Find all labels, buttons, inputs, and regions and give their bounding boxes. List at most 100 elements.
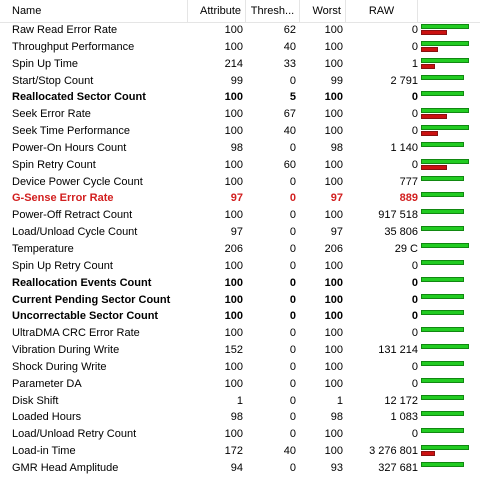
attribute-value: 100 (224, 125, 243, 138)
attribute-name: Temperature (12, 242, 74, 255)
raw-value: 917 518 (378, 209, 418, 222)
attribute-name: Raw Read Error Rate (12, 24, 118, 36)
threshold-value: 5 (289, 91, 296, 104)
table-row[interactable]: Power-On Hours Count 98 0 98 1 140 (0, 140, 480, 157)
table-row[interactable]: Load-in Time 172 40 100 3 276 801 (0, 443, 480, 460)
column-header-threshold[interactable]: Thresh... (246, 0, 300, 22)
table-row[interactable]: Seek Error Rate 100 67 100 0 (0, 106, 480, 123)
attribute-value: 97 (230, 192, 243, 205)
worst-value: 93 (330, 461, 343, 474)
column-header-status-bar[interactable] (418, 0, 480, 22)
attribute-name: Seek Time Performance (12, 125, 130, 138)
raw-value: 1 140 (390, 141, 418, 154)
health-bars (421, 460, 480, 477)
health-bar-threshold (421, 164, 447, 170)
table-row[interactable]: Load/Unload Retry Count 100 0 100 0 (0, 426, 480, 443)
attribute-name: Load/Unload Cycle Count (12, 226, 138, 239)
health-bar-threshold (421, 114, 447, 120)
health-bar-good (421, 310, 464, 316)
column-header-attribute[interactable]: Attribute (188, 0, 246, 22)
raw-value: 2 791 (390, 74, 418, 87)
attribute-name: Uncorrectable Sector Count (12, 310, 159, 323)
health-bars (421, 325, 480, 342)
threshold-value: 0 (289, 327, 296, 340)
column-header-raw[interactable]: RAW (346, 0, 418, 22)
table-row[interactable]: Spin Up Retry Count 100 0 100 0 (0, 258, 480, 275)
table-row[interactable]: Throughput Performance 100 40 100 0 (0, 39, 480, 56)
threshold-value: 0 (289, 377, 296, 390)
health-bar-good (421, 394, 464, 400)
table-row[interactable]: Load/Unload Cycle Count 97 0 97 35 806 (0, 224, 480, 241)
attribute-value: 100 (224, 158, 243, 171)
attribute-name: Reallocated Sector Count (12, 91, 146, 104)
raw-value: 3 276 801 (369, 445, 418, 458)
table-row[interactable]: Temperature 206 0 206 29 C (0, 241, 480, 258)
health-bars (421, 241, 480, 258)
threshold-value: 0 (289, 242, 296, 255)
table-body: Raw Read Error Rate 100 62 100 0 Throughput P… (0, 22, 480, 477)
threshold-value: 0 (289, 428, 296, 441)
table-row[interactable]: GMR Head Amplitude 94 0 93 327 681 (0, 460, 480, 477)
worst-value: 100 (324, 377, 343, 390)
attribute-value: 100 (224, 276, 243, 289)
table-row[interactable]: Power-Off Retract Count 100 0 100 917 518 (0, 207, 480, 224)
threshold-value: 0 (289, 74, 296, 87)
threshold-value: 0 (289, 293, 296, 306)
attribute-name: Spin Retry Count (12, 158, 96, 171)
attribute-value: 100 (224, 293, 243, 306)
table-row[interactable]: G-Sense Error Rate 97 0 97 889 (0, 190, 480, 207)
health-bar-good (421, 360, 464, 366)
table-row[interactable]: Loaded Hours 98 0 98 1 083 (0, 409, 480, 426)
worst-value: 100 (324, 293, 343, 306)
table-row[interactable]: UltraDMA CRC Error Rate 100 0 100 0 (0, 325, 480, 342)
worst-value: 97 (330, 192, 343, 205)
worst-value: 100 (324, 209, 343, 222)
worst-value: 99 (330, 74, 343, 87)
table-row[interactable]: Reallocated Sector Count 100 5 100 0 (0, 89, 480, 106)
worst-value: 100 (324, 445, 343, 458)
worst-value: 100 (324, 428, 343, 441)
column-header-name[interactable]: Name (0, 0, 188, 22)
worst-value: 100 (324, 125, 343, 138)
table-row[interactable]: Seek Time Performance 100 40 100 0 (0, 123, 480, 140)
attribute-value: 100 (224, 91, 243, 104)
table-row[interactable]: Raw Read Error Rate 100 62 100 0 (0, 22, 480, 39)
health-bar-good (421, 158, 469, 164)
attribute-name: Seek Error Rate (12, 108, 91, 121)
table-row[interactable]: Disk Shift 1 0 1 12 172 (0, 393, 480, 410)
health-bar-good (421, 377, 464, 383)
column-header-worst[interactable]: Worst (300, 0, 346, 22)
table-row[interactable]: Spin Retry Count 100 60 100 0 (0, 157, 480, 174)
raw-value: 0 (411, 293, 418, 306)
table-row[interactable]: Current Pending Sector Count 100 0 100 0 (0, 292, 480, 309)
worst-value: 100 (324, 158, 343, 171)
threshold-value: 60 (283, 158, 296, 171)
worst-value: 100 (324, 40, 343, 53)
attribute-value: 206 (224, 242, 243, 255)
health-bar-good (421, 293, 464, 299)
attribute-value: 172 (224, 445, 243, 458)
health-bars (421, 308, 480, 325)
table-row[interactable]: Spin Up Time 214 33 100 1 (0, 56, 480, 73)
table-row[interactable]: Parameter DA 100 0 100 0 (0, 376, 480, 393)
attribute-value: 99 (230, 74, 243, 87)
health-bars (421, 73, 480, 90)
table-row[interactable]: Start/Stop Count 99 0 99 2 791 (0, 73, 480, 90)
threshold-value: 40 (283, 40, 296, 53)
table-row[interactable]: Uncorrectable Sector Count 100 0 100 0 (0, 308, 480, 325)
health-bar-good (421, 242, 469, 248)
attribute-value: 214 (224, 57, 243, 70)
health-bar-good (421, 411, 464, 417)
table-row[interactable]: Reallocation Events Count 100 0 100 0 (0, 275, 480, 292)
attribute-name: G-Sense Error Rate (12, 192, 114, 205)
table-row[interactable]: Vibration During Write 152 0 100 131 214 (0, 342, 480, 359)
health-bar-good (421, 344, 469, 350)
raw-value: 0 (411, 377, 418, 390)
threshold-value: 0 (289, 141, 296, 154)
threshold-value: 0 (289, 226, 296, 239)
health-bar-good (421, 226, 464, 232)
table-row[interactable]: Shock During Write 100 0 100 0 (0, 359, 480, 376)
table-row[interactable]: Device Power Cycle Count 100 0 100 777 (0, 174, 480, 191)
health-bar-good (421, 24, 469, 29)
worst-value: 100 (324, 91, 343, 104)
